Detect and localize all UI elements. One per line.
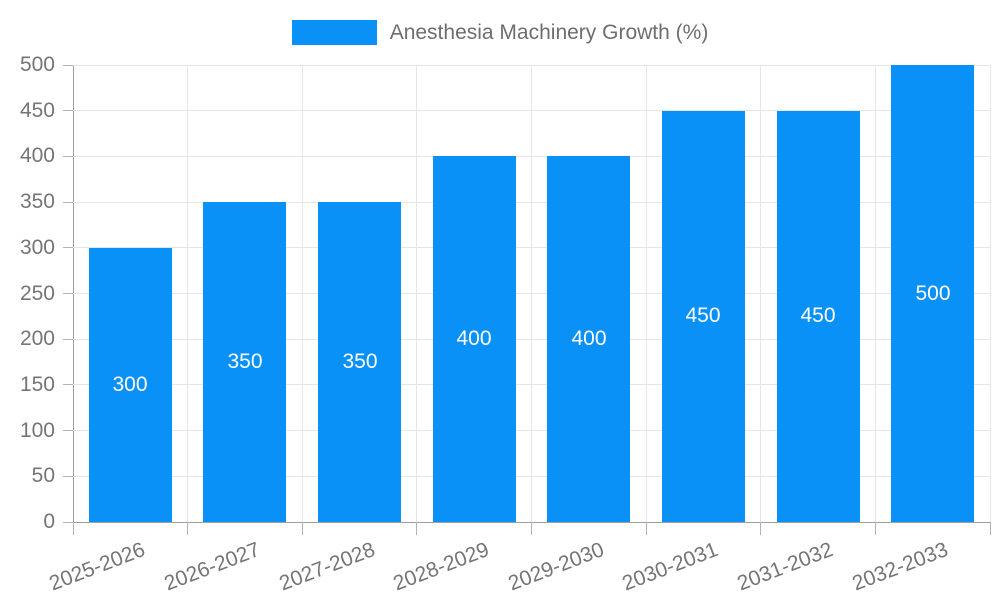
bar-value-label: 450: [800, 304, 836, 327]
y-tick-label: 400: [19, 144, 55, 168]
y-tick-label: 300: [19, 235, 55, 259]
y-tick-label: 250: [19, 281, 55, 305]
y-tick-label: 150: [19, 372, 55, 396]
bar-value-label: 500: [915, 282, 951, 305]
y-axis-tick: [63, 430, 73, 432]
y-axis-tick: [63, 110, 73, 112]
x-axis-tick: [301, 522, 303, 535]
gridline-vertical: [416, 65, 418, 522]
y-axis-tick: [63, 475, 73, 477]
y-axis-tick: [63, 521, 73, 523]
bar-2031-2032[interactable]: [777, 111, 860, 522]
bar-2027-2028[interactable]: [318, 202, 401, 522]
x-axis-tick: [874, 522, 876, 535]
legend-label: Anesthesia Machinery Growth (%): [389, 20, 709, 44]
x-axis-tick: [531, 522, 532, 535]
y-axis-tick: [63, 338, 73, 340]
bar-value-label: 350: [342, 350, 378, 373]
y-tick-label: 100: [19, 418, 55, 442]
bar-value-label: 450: [685, 304, 721, 327]
gridline-vertical: [531, 65, 532, 522]
x-tick-label: 2029-2030: [505, 538, 608, 596]
x-tick-label: 2032-2033: [849, 538, 952, 596]
x-axis-tick: [416, 522, 418, 535]
gridline-vertical: [874, 65, 876, 522]
x-tick-label: 2031-2032: [734, 538, 837, 596]
gridline-vertical: [760, 65, 762, 522]
bar-2026-2027[interactable]: [203, 202, 286, 522]
x-axis-tick: [760, 522, 762, 535]
gridline-vertical: [301, 65, 303, 522]
y-axis-tick: [63, 155, 73, 157]
y-axis-tick: [63, 384, 73, 386]
x-tick-label: 2028-2029: [390, 538, 493, 596]
bar-value-label: 300: [112, 373, 148, 396]
x-tick-label: 2026-2027: [161, 538, 264, 596]
gridline-vertical: [187, 65, 189, 522]
y-tick-label: 450: [19, 98, 55, 122]
y-tick-label: 500: [19, 53, 55, 76]
gridline-vertical: [645, 65, 647, 522]
bar-value-label: 350: [227, 350, 263, 373]
y-tick-label: 200: [19, 327, 55, 351]
bar-2032-2033[interactable]: [891, 65, 974, 522]
bar-2025-2026[interactable]: [89, 248, 172, 522]
plot-area: 0 50 100 150 200 250 300 350 400 450 500 300 2025-20…: [20, 54, 991, 595]
legend-swatch: [291, 20, 377, 45]
bar-2028-2029[interactable]: [433, 156, 516, 522]
x-axis-tick: [645, 522, 647, 535]
y-axis-tick: [63, 201, 73, 203]
y-axis-tick: [63, 293, 73, 294]
bar-value-label: 400: [571, 327, 607, 350]
chart-legend: Anesthesia Machinery Growth (%): [0, 20, 1000, 45]
x-axis-tick: [72, 522, 74, 535]
y-axis-tick: [63, 64, 73, 66]
x-tick-label: 2025-2026: [46, 538, 149, 596]
bar-2029-2030[interactable]: [547, 156, 630, 522]
x-axis-tick: [989, 522, 991, 535]
x-tick-label: 2030-2031: [619, 538, 722, 596]
y-tick-label: 50: [31, 464, 55, 488]
y-tick-label: 350: [19, 190, 55, 214]
gridline-vertical: [989, 65, 991, 522]
x-tick-label: 2027-2028: [276, 538, 379, 596]
y-axis-line: [73, 65, 74, 535]
bar-2030-2031[interactable]: [662, 111, 745, 522]
y-tick-label: 0: [43, 510, 55, 533]
x-axis-tick: [187, 522, 189, 535]
y-axis-tick: [63, 247, 73, 249]
bar-value-label: 400: [456, 327, 492, 350]
